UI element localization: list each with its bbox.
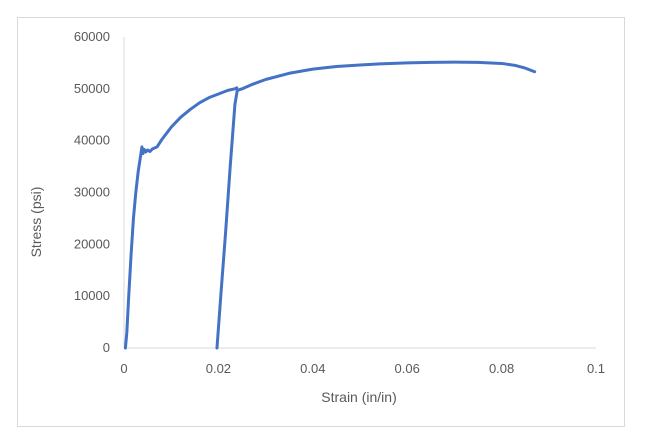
y-tick-label: 20000	[74, 236, 110, 251]
y-tick-label: 10000	[74, 288, 110, 303]
x-tick-label: 0.08	[489, 361, 514, 376]
x-tick-label: 0.02	[206, 361, 231, 376]
x-tick-label: 0.06	[395, 361, 420, 376]
y-tick-label: 0	[103, 340, 110, 355]
x-axis-title: Strain (in/in)	[321, 389, 396, 405]
x-tick-label: 0.04	[300, 361, 325, 376]
y-tick-label: 60000	[74, 29, 110, 44]
y-tick-label: 30000	[74, 185, 110, 200]
x-tick-label: 0.1	[587, 361, 605, 376]
y-tick-label: 50000	[74, 81, 110, 96]
y-axis-title: Stress (psi)	[28, 187, 44, 258]
series-line-2	[215, 60, 537, 350]
x-tick-label: 0	[120, 361, 127, 376]
chart-frame	[17, 17, 625, 427]
series-line-1	[123, 86, 239, 350]
y-tick-label: 40000	[74, 133, 110, 148]
